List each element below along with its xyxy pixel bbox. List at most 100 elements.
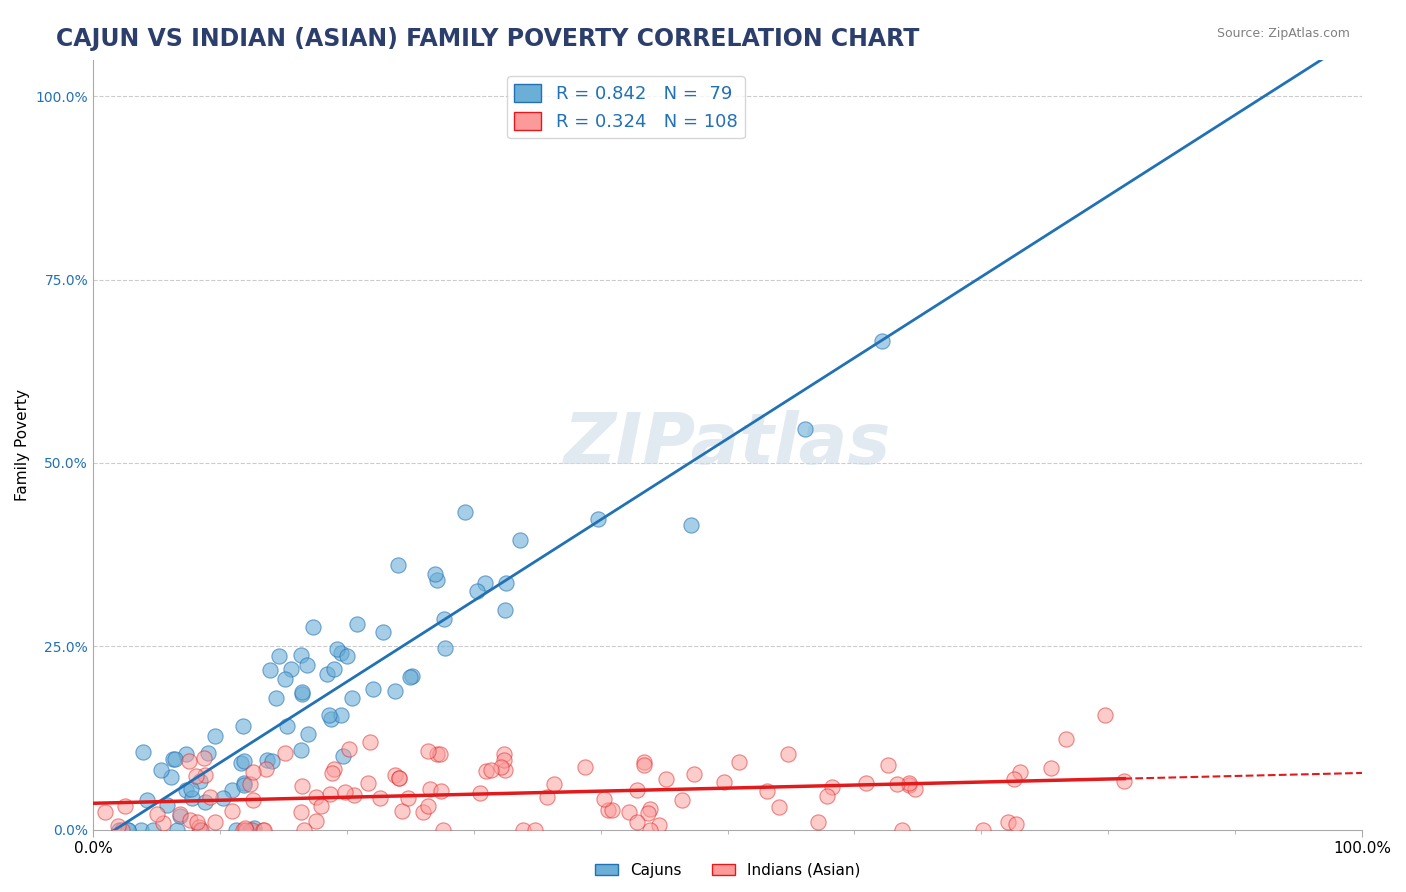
Point [536,789,558,804]
Point [524,822,547,837]
Point [152,816,174,830]
Point [433,612,456,626]
Point [221,783,243,797]
Point [194,768,217,782]
Point [197,746,219,760]
Point [180,781,202,796]
Point [273,746,295,760]
Point [290,743,312,757]
Point [188,820,211,834]
Point [304,790,326,805]
Point [713,775,735,789]
Point [290,805,312,819]
Point [188,774,211,789]
Point [1114,774,1136,789]
Point [491,760,513,774]
Point [239,777,262,791]
Point [412,805,434,820]
Point [600,803,623,817]
Point [815,789,838,803]
Point [633,757,655,772]
Text: CAJUN VS INDIAN (ASIAN) FAMILY POVERTY CORRELATION CHART: CAJUN VS INDIAN (ASIAN) FAMILY POVERTY C… [56,27,920,51]
Point [637,806,659,821]
Point [232,719,254,733]
Point [361,682,384,697]
Point [231,756,253,770]
Point [494,747,516,762]
Point [150,763,173,777]
Point [1094,708,1116,723]
Point [295,657,318,672]
Point [877,758,900,772]
Point [259,663,281,677]
Point [1004,772,1026,786]
Point [169,807,191,822]
Point [252,822,274,837]
Point [193,795,215,809]
Point [391,805,413,819]
Text: Source: ZipAtlas.com: Source: ZipAtlas.com [1216,27,1350,40]
Y-axis label: Family Poverty: Family Poverty [15,389,30,500]
Point [318,708,340,723]
Point [728,756,751,770]
Point [291,684,314,698]
Point [479,763,502,777]
Point [626,814,648,829]
Point [419,782,441,797]
Point [117,822,139,837]
Point [108,822,131,837]
Point [626,782,648,797]
Point [588,512,610,526]
Point [260,754,283,768]
Point [309,799,332,814]
Point [1010,765,1032,780]
Point [135,793,157,807]
Point [997,815,1019,830]
Point [162,752,184,766]
Point [316,667,339,681]
Point [1054,731,1077,746]
Point [671,793,693,807]
Point [235,822,257,837]
Point [290,648,312,663]
Point [432,822,454,837]
Point [294,822,316,837]
Point [1005,817,1028,831]
Point [131,745,153,759]
Point [807,815,830,830]
Point [332,748,354,763]
Point [274,672,297,686]
Point [475,764,498,778]
Point [232,754,254,768]
Point [305,814,328,829]
Point [434,641,457,656]
Point [233,821,256,835]
Point [494,753,516,767]
Point [238,822,260,837]
Point [593,792,616,806]
Legend: Cajuns, Indians (Asian): Cajuns, Indians (Asian) [589,856,866,884]
Point [898,776,921,790]
Point [291,779,314,793]
Point [280,662,302,676]
Point [254,762,277,776]
Point [322,762,344,776]
Point [494,763,516,777]
Point [322,662,344,676]
Point [388,772,411,786]
Point [242,793,264,807]
Point [596,803,619,817]
Point [454,505,477,519]
Point [387,558,409,572]
Point [512,822,534,837]
Point [165,751,187,765]
Point [793,422,815,436]
Point [174,783,197,797]
Point [872,334,894,348]
Point [297,727,319,741]
Point [399,670,422,684]
Point [318,788,340,802]
Point [267,648,290,663]
Text: ZIPatlas: ZIPatlas [564,410,891,479]
Point [319,712,342,726]
